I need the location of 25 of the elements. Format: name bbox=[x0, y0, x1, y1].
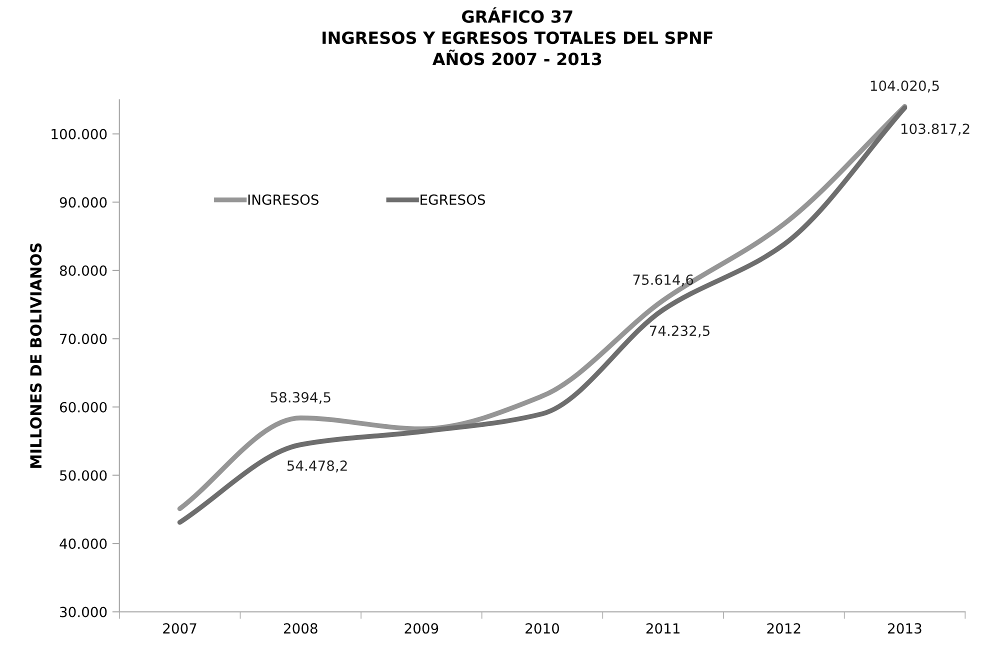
chart-title: GRÁFICO 37 INGRESOS Y EGRESOS TOTALES DEL SPNF AÑOS 2007 - 2013 bbox=[322, 7, 712, 66]
data-label: 54.478,2 bbox=[287, 460, 347, 472]
y-tick-label: 80.000 bbox=[60, 265, 107, 276]
y-tick-label: 60.000 bbox=[60, 402, 107, 412]
y-tick-label: 50.000 bbox=[60, 470, 107, 481]
y-tick-label: 70.000 bbox=[60, 334, 107, 344]
data-label: 104.020,5 bbox=[870, 80, 939, 92]
x-tick-label: 2010 bbox=[526, 623, 560, 634]
x-tick-label: 2008 bbox=[284, 623, 318, 634]
x-tick-label: 2013 bbox=[888, 623, 922, 634]
y-tick-label: 100.000 bbox=[52, 128, 107, 140]
data-label: 75.614,6 bbox=[633, 274, 694, 286]
x-tick-label: 2012 bbox=[767, 623, 800, 634]
legend-label: INGRESOS bbox=[248, 194, 318, 205]
data-label: 103.817,2 bbox=[901, 124, 970, 136]
y-axis-title: MILLONES DE BOLIVIANOS bbox=[30, 243, 42, 468]
legend-label: EGRESOS bbox=[420, 194, 486, 205]
x-tick-label: 2011 bbox=[646, 623, 680, 634]
data-label: 74.232,5 bbox=[650, 326, 710, 338]
y-tick-label: 40.000 bbox=[60, 538, 107, 549]
x-tick-label: 2009 bbox=[404, 623, 438, 634]
y-tick-label: 30.000 bbox=[60, 606, 107, 618]
data-label: 58.394,5 bbox=[270, 392, 330, 404]
x-tick-label: 2007 bbox=[163, 623, 196, 634]
y-tick-label: 90.000 bbox=[60, 197, 107, 208]
